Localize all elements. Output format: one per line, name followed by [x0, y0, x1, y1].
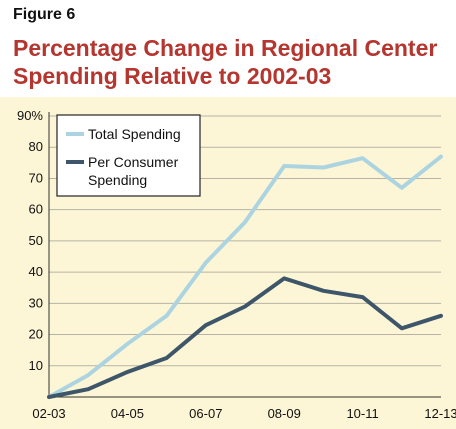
y-tick-label: 30	[29, 295, 43, 310]
y-tick-label: 60	[29, 202, 43, 217]
y-tick-label: 90%	[17, 108, 43, 123]
x-tick-label: 12-13	[424, 406, 456, 421]
series-line-per-consumer-spending	[47, 276, 443, 399]
y-tick-label: 50	[29, 233, 43, 248]
legend-label: Per Consumer	[88, 154, 179, 170]
y-tick-label: 40	[29, 264, 43, 279]
y-tick-label: 70	[29, 170, 43, 185]
x-tick-label: 08-09	[268, 406, 301, 421]
legend-label: Spending	[88, 172, 147, 188]
y-tick-label: 80	[29, 139, 43, 154]
y-tick-label: 20	[29, 327, 43, 342]
x-tick-label: 06-07	[189, 406, 222, 421]
y-tick-label: 10	[29, 358, 43, 373]
legend-label: Total Spending	[88, 126, 181, 142]
x-tick-label: 02-03	[32, 406, 65, 421]
chart-title: Percentage Change in Regional Center Spe…	[13, 35, 438, 89]
x-tick-label: 10-11	[346, 406, 378, 421]
legend-box	[56, 114, 201, 197]
figure-label: Figure 6	[13, 6, 76, 23]
series-line-total-spending	[47, 154, 443, 399]
x-tick-label: 04-05	[111, 406, 144, 421]
